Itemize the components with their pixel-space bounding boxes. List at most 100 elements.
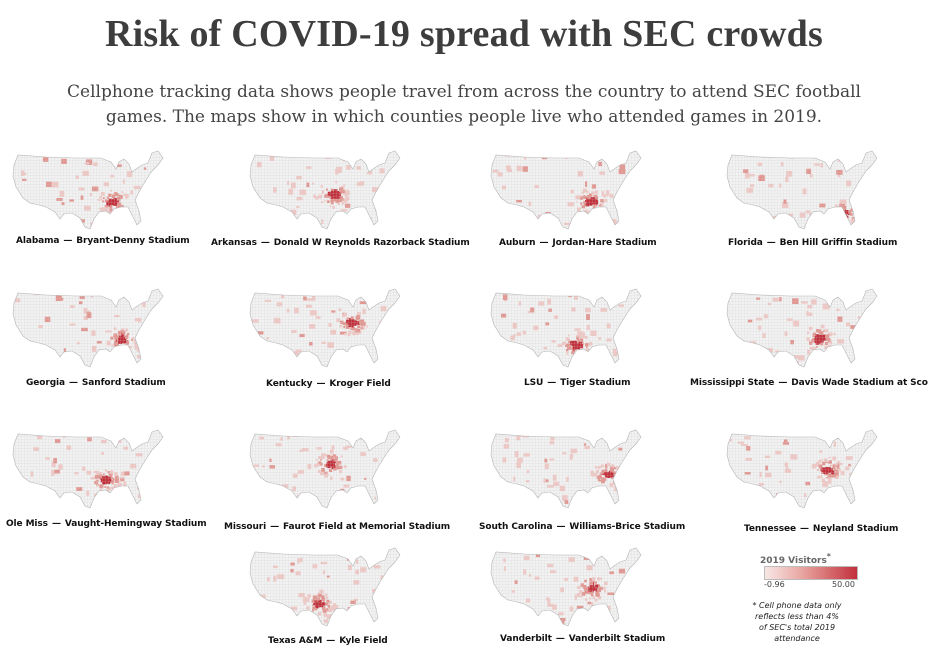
county-cell [844,218,846,221]
county-cell [377,609,383,616]
county-cell [529,616,533,622]
county-cell [265,362,269,367]
caption-lsu: LSU — Tiger Stadium [524,378,631,388]
county-cell [596,210,599,213]
county-cell [262,342,270,346]
county-cell [355,222,361,227]
county-cell [836,210,840,215]
county-cell [765,497,769,502]
county-cell [842,213,845,216]
county-cell [737,220,743,226]
caption-school: Arkansas [211,238,257,248]
caption-stadium: Kyle Field [339,636,388,646]
county-cell [498,349,503,356]
county-cell [255,201,259,206]
county-cell [738,216,745,223]
county-cell [838,216,842,220]
county-cell [126,348,130,351]
county-cell [333,615,337,622]
county-cell [845,218,848,221]
county-cell [829,211,832,214]
map-kentucky [243,283,415,369]
county-cell [841,212,844,215]
caption-mississippi-state: Mississippi State — Davis Wade Stadium at … [690,378,928,388]
us-county-map [12,288,164,368]
county-cell [831,209,836,214]
county-cell [285,610,292,616]
county-cell [590,210,594,214]
county-cell [137,482,145,487]
caption-stadium: Neyland Stadium [812,524,899,534]
county-cell [128,157,131,160]
caption-school: Ole Miss [6,519,48,529]
county-cell [23,223,29,228]
county-cell [586,352,590,356]
county-cell [606,157,612,163]
county-cell [378,218,385,221]
county-cell [805,291,812,296]
county-cell [57,218,64,225]
county-cell [112,355,117,362]
county-cell [512,291,519,294]
legend-asterisk: * [826,552,831,561]
county-cell [845,158,851,165]
caption-stadium: Sanford Stadium [81,378,166,388]
us-outline [490,288,642,368]
map-auburn [484,145,656,231]
caption-tennessee: Tennessee — Neyland Stadium [744,524,899,534]
us-county-map [490,547,642,627]
county-cell [508,212,515,218]
county-cell [255,601,263,605]
county-cell [347,614,353,620]
caption-stadium: Jordan-Hare Stadium [552,238,657,248]
map-missouri [243,424,415,510]
county-cell [619,472,623,475]
county-cell [588,221,593,226]
us-outline [249,150,401,230]
county-cell [121,348,125,352]
county-cell [839,219,843,222]
legend: 2019 Visitors* -0.96 50.00 [760,552,880,592]
county-cell [357,362,363,367]
caption-stadium: Kroger Field [329,379,391,389]
map-south-carolina [484,424,656,510]
map-arkansas [243,145,415,231]
caption-ole-miss: Ole Miss — Vaught-Hemingway Stadium [6,519,207,529]
us-outline [249,288,401,368]
map-tennessee [720,424,892,510]
page-title: Risk of COVID-19 spread with SEC crowds [105,13,823,55]
county-cell [344,359,348,364]
legend-max-value: 50.00 [832,580,855,589]
county-cell [820,155,825,158]
county-cell [56,363,63,367]
county-cell [356,491,363,494]
county-cell [510,610,518,616]
county-cell [121,349,125,353]
county-cell [842,212,845,216]
caption-stadium: Vaught-Hemingway Stadium [64,519,207,529]
county-cell [33,501,41,506]
county-cell [137,341,144,347]
us-county-map [490,150,642,230]
county-cell [254,200,258,203]
county-cell [133,440,137,444]
county-cell [17,344,22,348]
caption-auburn: Auburn — Jordan-Hare Stadium [499,238,657,248]
county-cell [839,222,844,226]
county-cell [820,361,823,366]
county-cell [378,360,385,367]
county-cell [829,213,833,217]
county-cell [601,222,605,228]
caption-texas-am: Texas A&M — Kyle Field [268,636,388,646]
county-cell [142,214,146,218]
map-texas-am [243,542,415,628]
county-cell [254,615,258,618]
county-cell [620,470,624,474]
county-cell [93,154,100,158]
county-cell [613,477,617,480]
county-cell [576,350,584,356]
county-cell [855,216,859,221]
county-cell [843,214,846,217]
county-cell [549,617,556,620]
county-cell [594,208,597,211]
